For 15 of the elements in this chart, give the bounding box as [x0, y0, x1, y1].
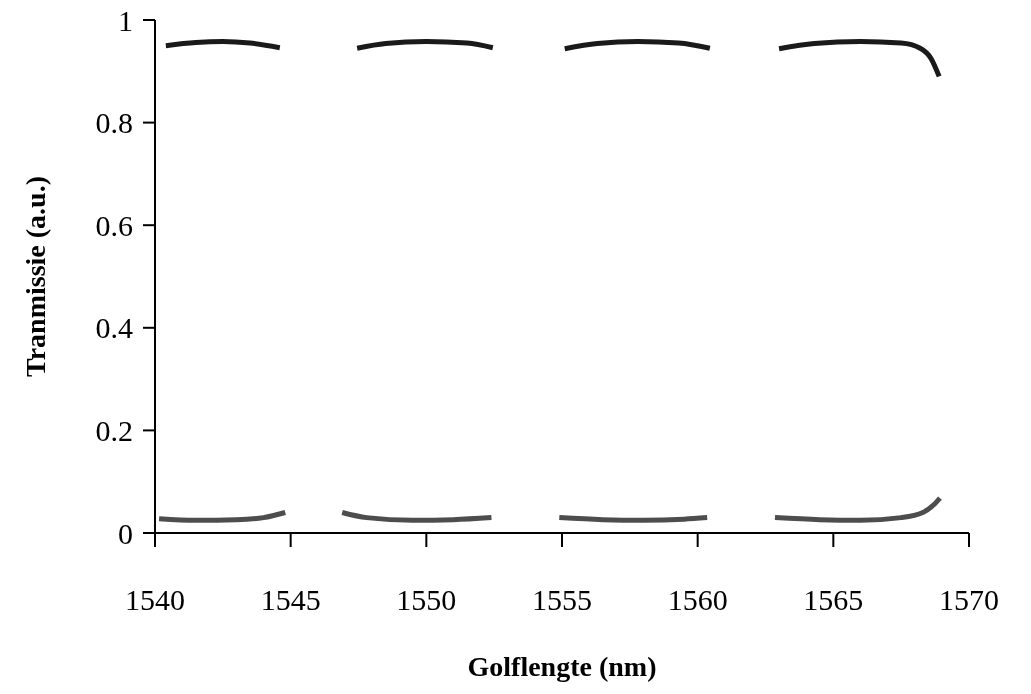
x-tick-label: 1560: [667, 583, 728, 616]
y-tick-label: 0: [118, 516, 133, 550]
y-tick-label: 0.8: [95, 106, 133, 140]
x-tick-label: 1540: [125, 583, 185, 616]
x-tick-label: 1555: [532, 583, 592, 616]
y-tick-label: 0.2: [95, 413, 133, 447]
x-tick-label: 1570: [939, 583, 999, 616]
x-tick-label: 1550: [396, 583, 457, 616]
x-tick-label: 1545: [260, 583, 321, 616]
y-tick-label: 0.4: [95, 311, 133, 345]
y-tick-label: 1: [118, 3, 133, 37]
y-tick-label: 0.6: [95, 208, 133, 242]
y-axis-title: Tranmissie (a.u.): [20, 176, 51, 377]
x-axis-title: Golflengte (nm): [467, 651, 657, 682]
x-tick-label: 1565: [803, 583, 864, 616]
